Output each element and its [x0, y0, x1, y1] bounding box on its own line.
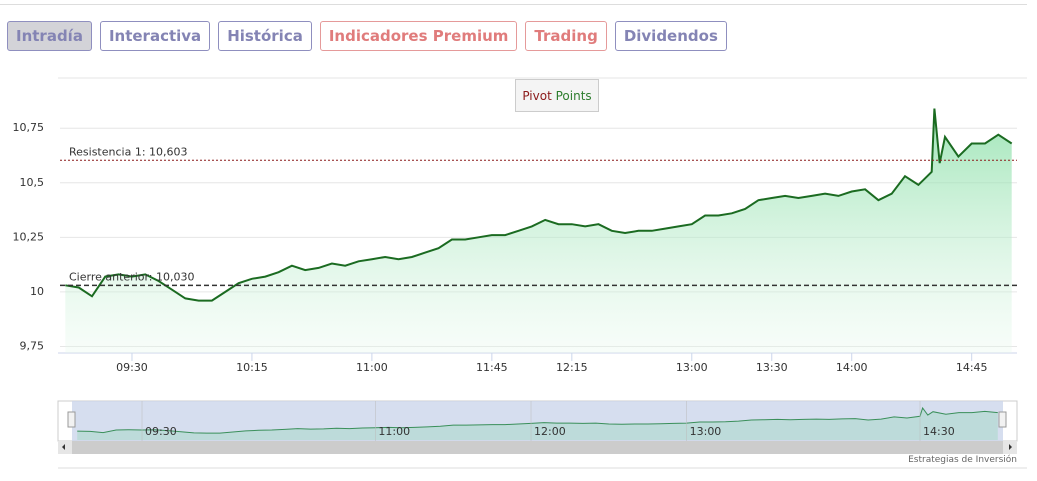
tab[interactable]: Histórica: [218, 21, 312, 51]
navigator-tick-label: 09:30: [145, 425, 177, 438]
y-tick-label: 10: [30, 285, 44, 298]
y-tick-label: 10,5: [20, 176, 45, 189]
navigator-handle[interactable]: [67, 411, 76, 428]
x-tick-label: 13:30: [756, 361, 788, 374]
navigator-handle[interactable]: [998, 411, 1007, 428]
navigator-selection[interactable]: [72, 401, 1003, 441]
y-tick-label: 10,25: [13, 230, 45, 243]
navigator-tick-label: 11:00: [378, 425, 410, 438]
x-tick-label: 09:30: [116, 361, 148, 374]
tab-bar: Intradía Interactiva Histórica Indicadores …: [7, 21, 727, 51]
reference-label: Resistencia 1: 10,603: [69, 145, 188, 158]
area: [65, 108, 1012, 353]
y-tick-label: 10,75: [13, 121, 45, 134]
navigator-tick-label: 12:00: [534, 425, 566, 438]
tab[interactable]: Interactiva: [99, 21, 211, 51]
navigator-line: [77, 406, 998, 434]
x-tick-label: 11:45: [476, 361, 508, 374]
scrollbar-thumb[interactable]: [72, 441, 1003, 454]
x-tick-label: 11:00: [356, 361, 388, 374]
credit: Estrategias de Inversión: [908, 455, 1017, 465]
divider: [0, 4, 1027, 5]
navigator-tick-label: 14:30: [923, 425, 955, 438]
line: [65, 108, 1013, 302]
pivot-label: Pivot: [522, 89, 552, 103]
x-tick-label: 10:15: [236, 361, 268, 374]
navigator-area: [77, 408, 998, 440]
x-tick-label: 14:00: [836, 361, 868, 374]
y-tick-label: 9,75: [20, 339, 45, 352]
navigator-tick-label: 13:00: [690, 425, 722, 438]
pivot-points-button[interactable]: Pivot Points: [515, 79, 599, 112]
x-tick-label: 13:00: [676, 361, 708, 374]
x-tick-label: 12:15: [556, 361, 588, 374]
tab[interactable]: Indicadores Premium: [319, 21, 518, 51]
tab[interactable]: Intradía: [7, 21, 92, 51]
x-tick-label: 14:45: [956, 361, 988, 374]
pivot-label: Points: [555, 89, 592, 103]
tab[interactable]: Trading: [525, 21, 607, 51]
reference-label: Cierre anterior: 10,030: [69, 270, 195, 283]
tab[interactable]: Dividendos: [614, 21, 727, 51]
